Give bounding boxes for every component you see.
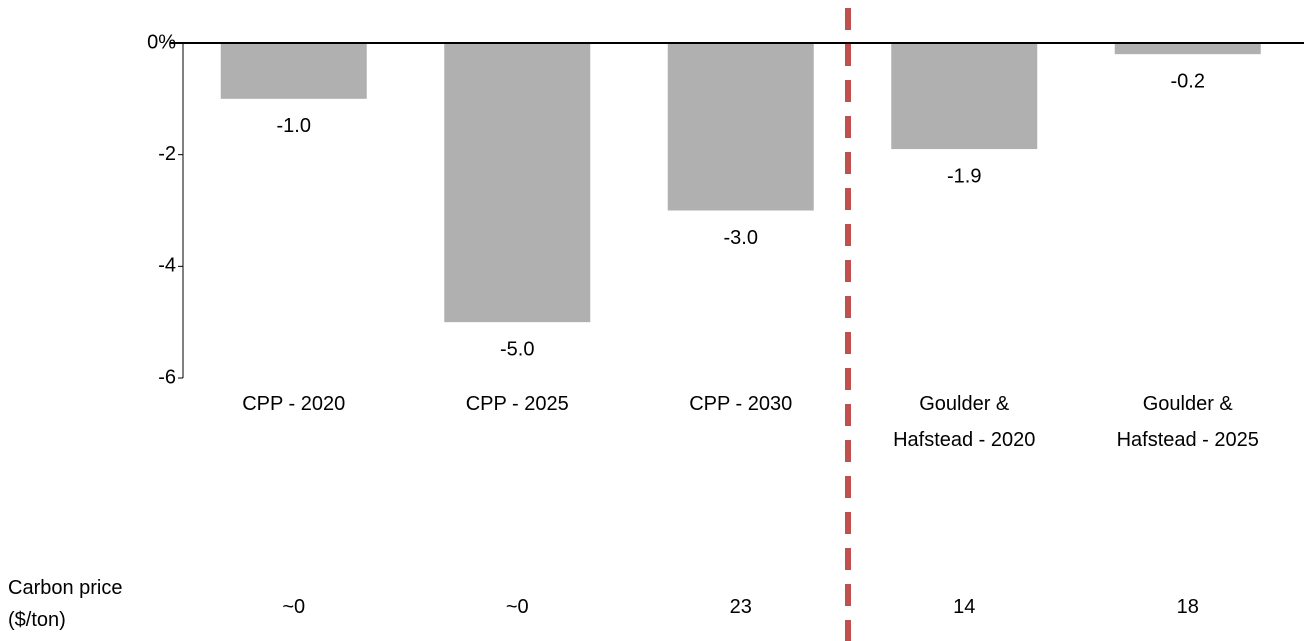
bar [891,43,1038,150]
y-tick-label: -2 [158,143,176,165]
y-tick-label: -6 [158,366,176,388]
value-label: -5.0 [500,338,534,360]
value-label: -1.9 [947,165,981,187]
carbon-price: 18 [1176,596,1199,618]
bar [1114,43,1261,55]
value-label: -3.0 [724,227,758,249]
bar [220,43,367,99]
x-tick-label: CPP - 2030 [689,393,793,415]
value-label: -0.2 [1171,70,1205,92]
carbon-price: ~0 [505,596,529,618]
x-tick-label: Goulder & Hafstead - 2020 [893,393,1036,451]
y-tick-label: -4 [158,255,176,277]
carbon-price: 23 [729,596,752,618]
x-tick-label: CPP - 2020 [242,393,346,415]
bar [444,43,591,323]
y-tick-label: 0% [147,31,176,53]
x-tick-label: Goulder & Hafstead - 2025 [1116,393,1259,451]
x-tick-label: CPP - 2025 [465,393,569,415]
value-label: -1.0 [277,115,311,137]
carbon-price: 14 [953,596,976,618]
carbon-price: ~0 [282,596,306,618]
bar [667,43,814,211]
carbon-price-label: Carbon price ($/ton) [8,577,123,631]
